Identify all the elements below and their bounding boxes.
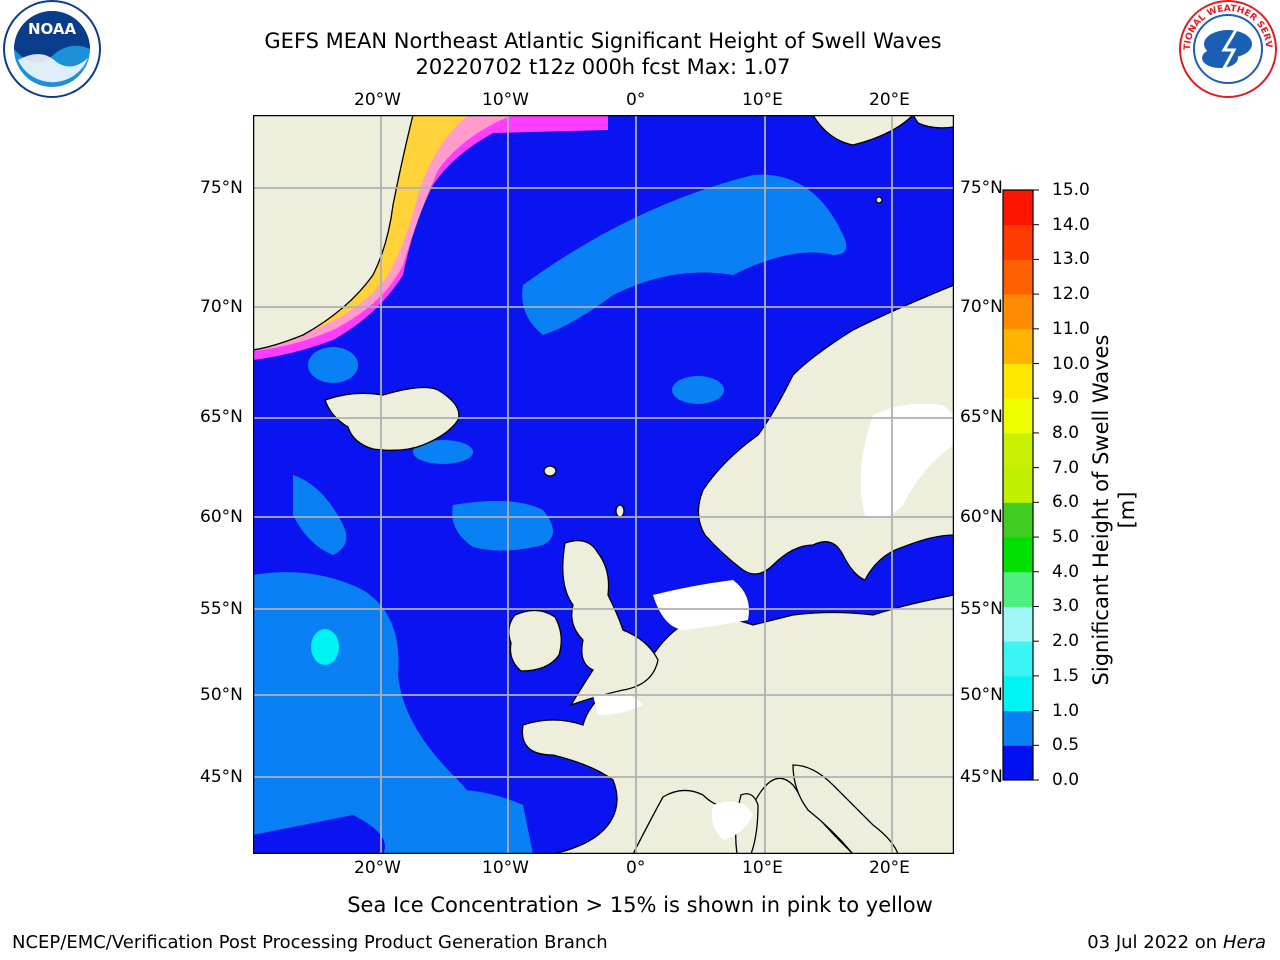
colorbar-segment [1003,190,1033,226]
colorbar-segment [1003,259,1033,295]
lon-tick-top: 20°W [354,90,401,110]
noaa-logo: NOAA [3,0,101,98]
colorbar-segment [1003,537,1033,573]
credit-text: NCEP/EMC/Verification Post Processing Pr… [12,932,608,953]
colorbar-segment [1003,502,1033,538]
colorbar-segment [1003,675,1033,712]
colorbar-tick-label: 2.0 [1052,631,1080,652]
colorbar-segment [1003,745,1033,781]
colorbar-tick-label: 12.0 [1052,284,1090,305]
colorbar-segment [1003,432,1033,469]
lon-tick-top: 10°W [482,90,529,110]
colorbar [1002,189,1039,781]
missing-data-patches [593,403,954,840]
lat-tick-right: 55°N [960,599,1003,619]
colorbar-tick-label: 1.5 [1052,665,1080,686]
lon-tick-bottom: 10°W [482,858,529,878]
lon-tick-bottom: 0° [626,858,646,878]
lon-tick-top: 20°E [869,90,910,110]
lat-tick-right: 50°N [960,685,1003,705]
colorbar-segment [1003,641,1033,677]
colorbar-tick-label: 11.0 [1052,318,1090,339]
lon-tick-top: 0° [626,90,646,110]
sea-ice-note: Sea Ice Concentration > 15% is shown in … [347,893,933,917]
noaa-logo-text: NOAA [28,20,77,38]
colorbar-tick-label: 8.0 [1052,422,1080,443]
lat-tick-left: 60°N [200,507,243,527]
lat-tick-left: 70°N [200,297,243,317]
lat-tick-left: 65°N [200,407,243,427]
colorbar-tick-label: 1.0 [1052,700,1080,721]
lat-tick-left: 50°N [200,685,243,705]
map-frame [253,115,954,854]
lon-tick-bottom: 10°E [742,858,783,878]
colorbar-segment [1003,294,1033,330]
chart-title: GEFS MEAN Northeast Atlantic Significant… [264,29,942,53]
lat-tick-right: 60°N [960,507,1003,527]
lat-tick-right: 65°N [960,407,1003,427]
colorbar-segment [1003,467,1033,503]
colorbar-segment [1003,606,1033,642]
colorbar-segment [1003,398,1033,434]
colorbar-segment [1003,710,1033,746]
map-panel [253,115,954,854]
colorbar-tick-label: 0.0 [1052,770,1080,790]
colorbar-tick-label: 3.0 [1052,596,1080,617]
swell-zone-high [311,629,339,665]
colorbar-segment [1003,571,1033,607]
date-text: 03 Jul 2022 on [1087,932,1223,953]
colorbar-tick-label: 5.0 [1052,527,1080,548]
colorbar-frame [1002,189,1034,781]
lat-tick-left: 75°N [200,178,243,198]
lat-tick-right: 75°N [960,178,1003,198]
lat-tick-right: 45°N [960,767,1003,787]
lon-tick-top: 10°E [742,90,783,110]
colorbar-segment [1003,328,1033,365]
lon-tick-bottom: 20°W [354,858,401,878]
colorbar-tick-label: 13.0 [1052,249,1090,270]
colorbar-tick-label: 9.0 [1052,388,1080,409]
colorbar-tick-label: 4.0 [1052,561,1080,582]
lon-tick-bottom: 20°E [869,858,910,878]
lat-tick-right: 70°N [960,297,1003,317]
colorbar-segment [1003,363,1033,399]
colorbar-label: Significant Height of Swell Waves [m] [1089,334,1139,686]
chart-subtitle: 20220702 t12z 000h fcst Max: 1.07 [415,55,791,79]
colorbar-tick-label: 6.0 [1052,492,1080,513]
graticule [253,115,954,854]
colorbar-segment [1003,224,1033,260]
colorbar-tick-label: 10.0 [1052,353,1090,374]
colorbar-tick-label: 7.0 [1052,457,1080,478]
host-name: Hera [1222,932,1266,953]
colorbar-tick-label: 14.0 [1052,214,1090,235]
date-stamp: 03 Jul 2022 on Hera [1087,932,1266,954]
nws-logo: NATIONAL WEATHER SERVICE [1176,0,1277,98]
lat-tick-left: 55°N [200,599,243,619]
colorbar-tick-label: 0.5 [1052,735,1080,756]
lat-tick-left: 45°N [200,767,243,787]
colorbar-tick-label: 15.0 [1052,180,1090,200]
